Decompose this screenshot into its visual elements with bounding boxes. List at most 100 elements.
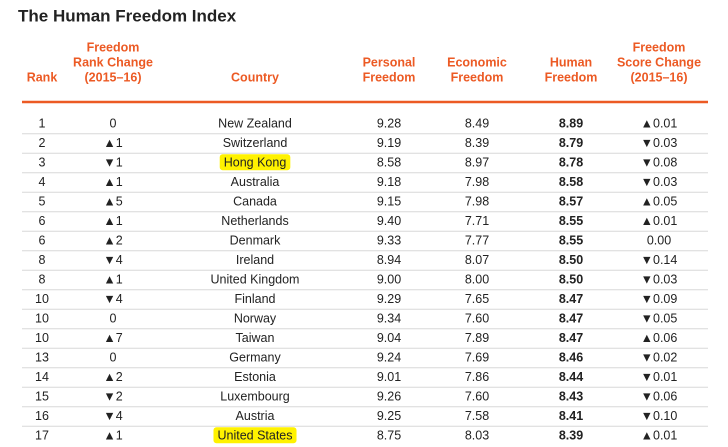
cell: 7.89 [465,331,489,345]
column-header: Freedom [545,70,598,84]
cell: Taiwan [236,331,275,345]
cell: 7.98 [465,194,489,208]
cell: 8.50 [559,253,583,267]
cell: 8.47 [559,331,583,345]
cell: 15 [35,389,49,403]
cell: 9.25 [377,409,401,423]
cell: ▲1 [103,428,122,442]
cell: Netherlands [221,214,288,228]
cell: 2 [39,136,46,150]
cell: New Zealand [218,116,292,130]
column-header: (2015–16) [631,70,688,84]
column-header: Human [550,55,592,69]
cell: 7.58 [465,409,489,423]
column-header: Rank [27,70,58,84]
cell: 9.29 [377,292,401,306]
column-header: Score Change [617,55,701,69]
cell: 4 [39,175,46,189]
cell: ▼0.03 [641,175,678,189]
cell: 8.07 [465,253,489,267]
cell: Switzerland [223,136,288,150]
cell: 7.71 [465,214,489,228]
cell: ▲7 [103,331,122,345]
cell: United States [217,428,292,442]
column-header: Economic [447,55,507,69]
cell: 8.43 [559,389,583,403]
cell: 9.01 [377,370,401,384]
cell: 8.49 [465,116,489,130]
cell: 5 [39,194,46,208]
cell: 9.00 [377,272,401,286]
cell: 9.15 [377,194,401,208]
cell: 14 [35,370,49,384]
cell: ▼0.06 [641,389,678,403]
cell: ▲1 [103,175,122,189]
cell: 8.47 [559,292,583,306]
cell: 8 [39,272,46,286]
cell: 8.89 [559,116,583,130]
cell: Finland [235,292,276,306]
cell: 8.75 [377,428,401,442]
cell: 9.28 [377,116,401,130]
cell: ▲5 [103,194,122,208]
cell: Norway [234,311,277,325]
cell: 8.57 [559,194,583,208]
column-header: Freedom [633,40,686,54]
cell: 7.69 [465,350,489,364]
cell: 8.00 [465,272,489,286]
cell: 9.26 [377,389,401,403]
cell: Luxembourg [220,389,290,403]
cell: Estonia [234,370,276,384]
column-header: Freedom [363,70,416,84]
cell: ▼4 [103,292,122,306]
cell: 7.86 [465,370,489,384]
column-header: (2015–16) [85,70,142,84]
cell: ▲0.01 [641,214,678,228]
cell: Ireland [236,253,274,267]
cell: 8.55 [559,214,583,228]
cell: ▲0.01 [641,428,678,442]
cell: 9.19 [377,136,401,150]
column-header: Rank Change [73,55,153,69]
cell: ▼4 [103,409,122,423]
cell: ▼0.03 [641,272,678,286]
cell: 6 [39,214,46,228]
cell: 10 [35,331,49,345]
cell: ▲1 [103,272,122,286]
column-header: Country [231,70,279,84]
cell: 8.39 [465,136,489,150]
cell: ▲0.05 [641,194,678,208]
cell: 8.94 [377,253,401,267]
cell: 8.41 [559,409,583,423]
cell: 9.18 [377,175,401,189]
cell: ▼0.03 [641,136,678,150]
cell: ▲0.06 [641,331,678,345]
cell: Austria [236,409,275,423]
cell: 8.44 [559,370,583,384]
cell: 7.98 [465,175,489,189]
cell: ▲2 [103,370,122,384]
cell: ▲1 [103,214,122,228]
cell: ▲2 [103,233,122,247]
cell: ▼0.08 [641,155,678,169]
cell: 0 [110,350,117,364]
cell: 7.60 [465,389,489,403]
cell: 8.79 [559,136,583,150]
cell: ▼0.14 [641,253,678,267]
highlight [213,427,297,444]
cell: 9.34 [377,311,401,325]
cell: ▼2 [103,389,122,403]
cell: Australia [231,175,280,189]
cell: 9.24 [377,350,401,364]
cell: 0 [110,116,117,130]
cell: 9.04 [377,331,401,345]
cell: 8.55 [559,233,583,247]
cell: 16 [35,409,49,423]
cell: 13 [35,350,49,364]
cell: United Kingdom [211,272,300,286]
cell: 8.03 [465,428,489,442]
cell: ▼1 [103,155,122,169]
cell: 10 [35,311,49,325]
